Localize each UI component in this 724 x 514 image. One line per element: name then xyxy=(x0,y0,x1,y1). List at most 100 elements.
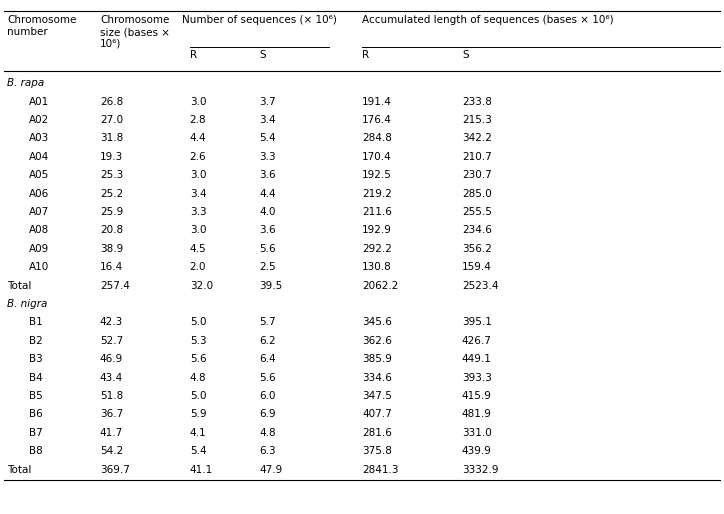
Text: Total: Total xyxy=(7,281,32,290)
Text: A07: A07 xyxy=(29,207,49,217)
Text: 39.5: 39.5 xyxy=(259,281,282,290)
Text: 334.6: 334.6 xyxy=(362,373,392,382)
Text: 51.8: 51.8 xyxy=(100,391,123,401)
Text: 6.3: 6.3 xyxy=(259,446,276,456)
Text: Chromosome
number: Chromosome number xyxy=(7,15,77,37)
Text: 2.5: 2.5 xyxy=(259,262,276,272)
Text: B4: B4 xyxy=(29,373,43,382)
Text: 41.1: 41.1 xyxy=(190,465,213,474)
Text: 5.0: 5.0 xyxy=(190,317,206,327)
Text: 6.9: 6.9 xyxy=(259,409,276,419)
Text: 255.5: 255.5 xyxy=(462,207,492,217)
Text: 2.0: 2.0 xyxy=(190,262,206,272)
Text: Chromosome
size (bases ×
10⁶): Chromosome size (bases × 10⁶) xyxy=(100,15,170,49)
Text: 4.8: 4.8 xyxy=(259,428,276,438)
Text: A08: A08 xyxy=(29,225,49,235)
Text: 36.7: 36.7 xyxy=(100,409,123,419)
Text: 4.4: 4.4 xyxy=(259,189,276,198)
Text: 2062.2: 2062.2 xyxy=(362,281,398,290)
Text: 43.4: 43.4 xyxy=(100,373,123,382)
Text: 130.8: 130.8 xyxy=(362,262,392,272)
Text: 5.6: 5.6 xyxy=(190,354,206,364)
Text: 32.0: 32.0 xyxy=(190,281,213,290)
Text: A04: A04 xyxy=(29,152,49,162)
Text: 42.3: 42.3 xyxy=(100,317,123,327)
Text: 3.6: 3.6 xyxy=(259,170,276,180)
Text: 2841.3: 2841.3 xyxy=(362,465,398,474)
Text: 47.9: 47.9 xyxy=(259,465,282,474)
Text: 3.3: 3.3 xyxy=(259,152,276,162)
Text: 4.8: 4.8 xyxy=(190,373,206,382)
Text: 362.6: 362.6 xyxy=(362,336,392,346)
Text: 292.2: 292.2 xyxy=(362,244,392,254)
Text: 215.3: 215.3 xyxy=(462,115,492,125)
Text: 5.4: 5.4 xyxy=(259,133,276,143)
Text: 3332.9: 3332.9 xyxy=(462,465,498,474)
Text: 27.0: 27.0 xyxy=(100,115,123,125)
Text: 3.7: 3.7 xyxy=(259,97,276,106)
Text: B3: B3 xyxy=(29,354,43,364)
Text: A03: A03 xyxy=(29,133,49,143)
Text: 3.3: 3.3 xyxy=(190,207,206,217)
Text: 25.2: 25.2 xyxy=(100,189,123,198)
Text: B. rapa: B. rapa xyxy=(7,78,44,88)
Text: 192.9: 192.9 xyxy=(362,225,392,235)
Text: 219.2: 219.2 xyxy=(362,189,392,198)
Text: A09: A09 xyxy=(29,244,49,254)
Text: 393.3: 393.3 xyxy=(462,373,492,382)
Text: 191.4: 191.4 xyxy=(362,97,392,106)
Text: 25.9: 25.9 xyxy=(100,207,123,217)
Text: A10: A10 xyxy=(29,262,49,272)
Text: 284.8: 284.8 xyxy=(362,133,392,143)
Text: 481.9: 481.9 xyxy=(462,409,492,419)
Text: R: R xyxy=(190,50,197,60)
Text: 449.1: 449.1 xyxy=(462,354,492,364)
Text: 342.2: 342.2 xyxy=(462,133,492,143)
Text: 230.7: 230.7 xyxy=(462,170,492,180)
Text: 5.6: 5.6 xyxy=(259,244,276,254)
Text: 331.0: 331.0 xyxy=(462,428,492,438)
Text: 426.7: 426.7 xyxy=(462,336,492,346)
Text: B2: B2 xyxy=(29,336,43,346)
Text: B7: B7 xyxy=(29,428,43,438)
Text: 439.9: 439.9 xyxy=(462,446,492,456)
Text: 375.8: 375.8 xyxy=(362,446,392,456)
Text: 25.3: 25.3 xyxy=(100,170,123,180)
Text: 285.0: 285.0 xyxy=(462,189,492,198)
Text: 3.4: 3.4 xyxy=(190,189,206,198)
Text: 281.6: 281.6 xyxy=(362,428,392,438)
Text: 5.7: 5.7 xyxy=(259,317,276,327)
Text: 234.6: 234.6 xyxy=(462,225,492,235)
Text: 347.5: 347.5 xyxy=(362,391,392,401)
Text: 385.9: 385.9 xyxy=(362,354,392,364)
Text: 2.8: 2.8 xyxy=(190,115,206,125)
Text: 31.8: 31.8 xyxy=(100,133,123,143)
Text: 3.0: 3.0 xyxy=(190,97,206,106)
Text: S: S xyxy=(462,50,468,60)
Text: 5.0: 5.0 xyxy=(190,391,206,401)
Text: 52.7: 52.7 xyxy=(100,336,123,346)
Text: 6.0: 6.0 xyxy=(259,391,276,401)
Text: B1: B1 xyxy=(29,317,43,327)
Text: B6: B6 xyxy=(29,409,43,419)
Text: 345.6: 345.6 xyxy=(362,317,392,327)
Text: Total: Total xyxy=(7,465,32,474)
Text: 3.0: 3.0 xyxy=(190,170,206,180)
Text: R: R xyxy=(362,50,369,60)
Text: 395.1: 395.1 xyxy=(462,317,492,327)
Text: 233.8: 233.8 xyxy=(462,97,492,106)
Text: 6.4: 6.4 xyxy=(259,354,276,364)
Text: A06: A06 xyxy=(29,189,49,198)
Text: 210.7: 210.7 xyxy=(462,152,492,162)
Text: 5.6: 5.6 xyxy=(259,373,276,382)
Text: 16.4: 16.4 xyxy=(100,262,123,272)
Text: Accumulated length of sequences (bases × 10⁶): Accumulated length of sequences (bases ×… xyxy=(362,15,614,25)
Text: A02: A02 xyxy=(29,115,49,125)
Text: Number of sequences (× 10⁶): Number of sequences (× 10⁶) xyxy=(182,15,337,25)
Text: 176.4: 176.4 xyxy=(362,115,392,125)
Text: 6.2: 6.2 xyxy=(259,336,276,346)
Text: 3.0: 3.0 xyxy=(190,225,206,235)
Text: 4.0: 4.0 xyxy=(259,207,276,217)
Text: 3.6: 3.6 xyxy=(259,225,276,235)
Text: 170.4: 170.4 xyxy=(362,152,392,162)
